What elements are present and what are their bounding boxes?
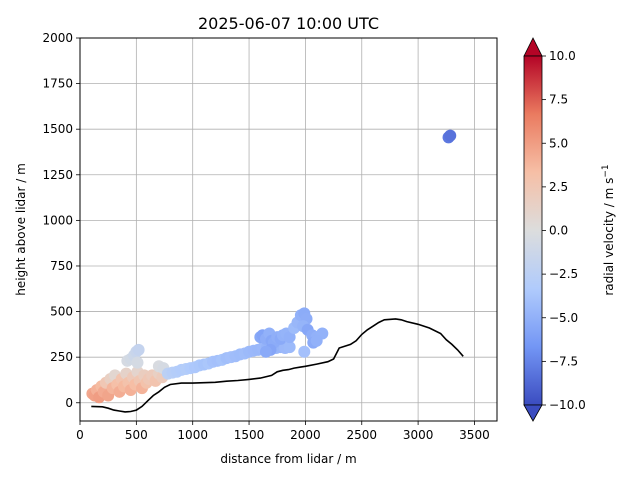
colorbar-ticks: −10.0 −7.5 −5.0 −2.5 0.0 2.5 5.0 7.5 10.0 — [542, 49, 586, 412]
data-point — [132, 343, 145, 356]
data-point — [298, 345, 311, 358]
colorbar-tick-label: −5.0 — [549, 311, 578, 325]
x-tick-label: 3000 — [403, 428, 434, 442]
y-tick-label: 500 — [50, 305, 73, 319]
data-points — [86, 129, 457, 404]
x-axis-ticks: 0 500 1000 1500 2000 2500 3000 3500 — [76, 421, 490, 442]
x-tick-label: 1000 — [177, 428, 208, 442]
y-tick-label: 1250 — [42, 168, 73, 182]
x-tick-label: 2500 — [346, 428, 377, 442]
data-point — [259, 345, 272, 358]
colorbar-tick-label: 0.0 — [549, 224, 568, 238]
colorbar-tick-label: 10.0 — [549, 49, 576, 63]
terrain-line — [91, 318, 464, 413]
x-tick-label: 2000 — [290, 428, 321, 442]
colorbar-label-superscript: −1 — [601, 164, 611, 177]
y-axis-ticks: 0 250 500 750 1000 1250 1500 1750 2000 — [42, 31, 80, 410]
colorbar-bottom-extension — [523, 404, 543, 422]
colorbar-tick-label: 7.5 — [549, 93, 568, 107]
y-tick-label: 2000 — [42, 31, 73, 45]
data-point — [310, 334, 323, 347]
colorbar-label-text: radial velocity / m s — [602, 178, 616, 296]
plot-frame — [79, 37, 498, 422]
x-tick-label: 500 — [125, 428, 148, 442]
x-axis-label: distance from lidar / m — [220, 452, 356, 466]
x-tick-label: 0 — [76, 428, 84, 442]
y-tick-label: 1000 — [42, 213, 73, 227]
x-tick-label: 3500 — [459, 428, 490, 442]
y-tick-label: 1500 — [42, 122, 73, 136]
colorbar-top-extension — [523, 37, 543, 57]
colorbar-tick-label: 5.0 — [549, 136, 568, 150]
y-tick-label: 750 — [50, 259, 73, 273]
colorbar-tick-label: 2.5 — [549, 180, 568, 194]
colorbar: −10.0 −7.5 −5.0 −2.5 0.0 2.5 5.0 7.5 10.0 radial… — [523, 37, 616, 422]
x-tick-label: 1500 — [234, 428, 265, 442]
colorbar-body — [523, 55, 543, 406]
y-tick-label: 0 — [65, 396, 73, 410]
y-axis-label: height above lidar / m — [14, 163, 28, 296]
data-point — [283, 331, 296, 344]
y-tick-label: 250 — [50, 350, 73, 364]
data-point — [131, 356, 144, 369]
data-point — [444, 129, 457, 142]
chart-title: 2025-06-07 10:00 UTC — [198, 14, 379, 33]
colorbar-tick-label: −10.0 — [549, 398, 586, 412]
colorbar-tick-label: −2.5 — [549, 267, 578, 281]
colorbar-tick-label: −7.5 — [549, 354, 578, 368]
data-point — [283, 341, 296, 354]
colorbar-label: radial velocity / m s−1 — [601, 164, 616, 295]
y-tick-label: 1750 — [42, 77, 73, 91]
